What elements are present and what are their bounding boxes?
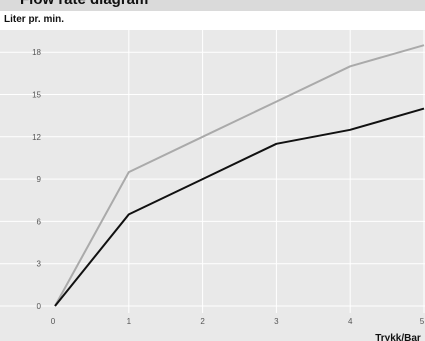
series-line-gray — [54, 44, 425, 307]
x-tick-label: 5 — [420, 317, 425, 326]
y-tick-label: 6 — [37, 217, 42, 226]
plot-background — [0, 30, 425, 341]
x-tick-label: 3 — [274, 317, 279, 326]
y-tick-label: 15 — [32, 91, 41, 100]
x-tick-label: 1 — [127, 317, 132, 326]
chart-header-title: Flow rate diagram — [20, 0, 148, 9]
x-axis-label: Trykk/Bar — [375, 333, 421, 341]
grid-layer — [0, 30, 425, 313]
header-bar: Flow rate diagram — [0, 0, 425, 11]
series-layer — [54, 44, 425, 307]
x-tick-label: 4 — [348, 317, 353, 326]
y-tick-label: 12 — [32, 133, 41, 142]
y-tick-label: 9 — [37, 175, 42, 184]
y-tick-label: 0 — [37, 302, 42, 311]
y-tick-label: 3 — [37, 260, 42, 269]
y-tick-label: 18 — [32, 48, 41, 57]
series-line-black — [54, 107, 425, 307]
y-axis-label: Liter pr. min. — [4, 14, 65, 25]
x-tick-label: 0 — [51, 317, 56, 326]
x-tick-label: 2 — [200, 317, 205, 326]
